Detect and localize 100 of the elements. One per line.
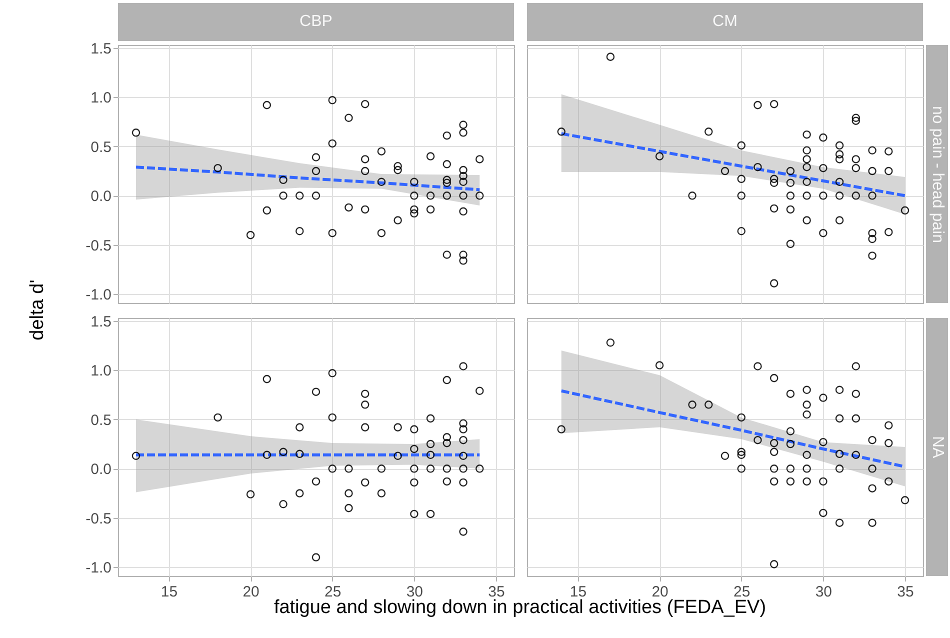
x-tick-label: 35	[897, 584, 914, 600]
point	[868, 252, 876, 260]
point	[802, 400, 811, 409]
y2-axis-title: no pain - head pain	[926, 45, 948, 303]
y-axis-title: delta d'	[27, 280, 49, 340]
point	[737, 174, 746, 184]
line-series	[134, 166, 482, 192]
point	[328, 464, 336, 473]
point	[279, 176, 288, 184]
point	[786, 477, 795, 486]
point	[360, 166, 370, 176]
point	[786, 205, 795, 214]
point	[802, 162, 811, 172]
point	[802, 155, 811, 164]
point	[344, 464, 353, 473]
point	[394, 166, 402, 174]
point	[360, 390, 370, 398]
chart-title: CM	[527, 3, 923, 41]
point	[786, 390, 795, 398]
point	[884, 166, 893, 176]
point	[442, 250, 452, 259]
point	[868, 166, 876, 176]
point	[442, 160, 452, 168]
point	[360, 400, 370, 409]
point	[312, 153, 320, 162]
point	[459, 207, 468, 216]
point	[802, 146, 811, 154]
point	[737, 413, 746, 422]
point	[377, 228, 386, 238]
point	[802, 450, 811, 460]
point	[754, 362, 762, 370]
point	[426, 450, 435, 460]
point	[410, 192, 418, 200]
point	[802, 130, 811, 139]
point	[442, 464, 452, 473]
point	[442, 176, 452, 184]
point	[835, 155, 844, 164]
point	[459, 120, 468, 129]
point	[246, 490, 255, 498]
point	[770, 279, 778, 288]
point	[344, 504, 353, 512]
point	[410, 464, 418, 473]
point	[802, 410, 811, 419]
point	[737, 450, 746, 460]
point	[655, 152, 664, 160]
point	[786, 178, 795, 187]
point	[279, 448, 288, 456]
point	[688, 400, 696, 409]
point	[884, 147, 893, 156]
point	[262, 100, 272, 110]
y-tick-label: -1.0	[86, 560, 112, 577]
point	[459, 250, 468, 259]
point	[442, 477, 452, 486]
point	[279, 500, 288, 508]
point	[835, 464, 844, 473]
point	[459, 452, 468, 460]
y-tick-label: 1.0	[90, 362, 112, 380]
y-tick-label: 0.5	[90, 138, 112, 156]
point	[426, 464, 435, 473]
point	[786, 192, 795, 200]
point	[459, 172, 468, 180]
point	[770, 178, 778, 187]
point	[459, 256, 468, 265]
point	[852, 114, 860, 122]
point	[802, 216, 811, 224]
point	[835, 141, 844, 150]
point	[426, 205, 435, 214]
point	[802, 178, 811, 186]
point	[606, 338, 615, 347]
point	[884, 438, 893, 448]
x-tick-label: 15	[160, 584, 178, 600]
point	[459, 425, 468, 434]
point	[737, 192, 746, 200]
point	[296, 192, 304, 200]
point	[852, 414, 860, 423]
point	[442, 433, 452, 442]
chart-title: CBP	[118, 3, 514, 41]
point	[262, 450, 272, 460]
point	[819, 508, 828, 518]
point	[900, 496, 910, 504]
point	[819, 164, 828, 172]
point	[720, 452, 730, 460]
point	[819, 228, 828, 238]
point	[262, 374, 272, 384]
point	[296, 226, 304, 236]
point	[754, 436, 762, 444]
point	[344, 203, 353, 212]
point	[442, 192, 452, 200]
y-tick-label: 0.0	[90, 188, 112, 206]
x-tick-label: 20	[242, 584, 260, 600]
point	[786, 464, 795, 473]
point	[835, 178, 844, 186]
y-tick-label: 0.5	[90, 412, 112, 429]
point	[786, 427, 795, 436]
point	[459, 362, 468, 370]
point	[754, 162, 762, 172]
point	[377, 178, 386, 186]
point	[426, 510, 435, 518]
point	[884, 421, 893, 430]
point	[426, 192, 435, 200]
